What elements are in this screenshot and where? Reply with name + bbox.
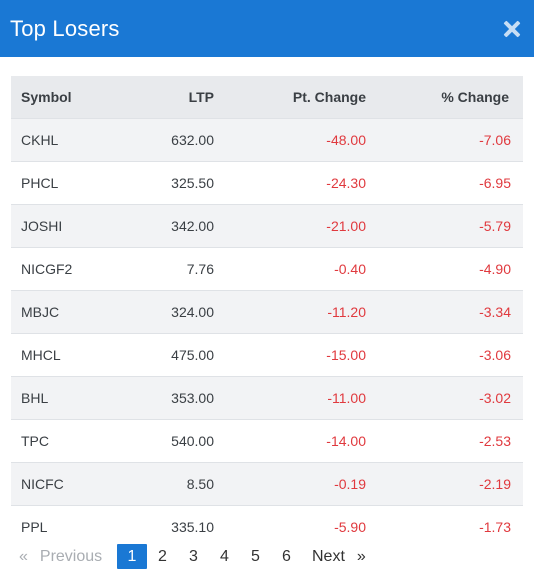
pagination: « Previous 1 2 3 4 5 6 Next » <box>11 544 366 569</box>
cell-pct-change: -2.53 <box>479 432 511 449</box>
previous-page-button[interactable]: « Previous <box>11 544 113 569</box>
page-button-1[interactable]: 1 <box>117 544 147 569</box>
cell-pt-change: -15.00 <box>326 346 366 363</box>
cell-pct-change: -3.06 <box>479 346 511 363</box>
cell-ltp: 324.00 <box>171 303 214 320</box>
cell-pct-change: -5.79 <box>479 217 511 234</box>
cell-ltp: 632.00 <box>171 131 214 148</box>
cell-ltp: 8.50 <box>186 475 214 492</box>
cell-pct-change: -2.19 <box>479 475 511 492</box>
cell-pct-change: -7.06 <box>479 131 511 148</box>
cell-pt-change: -14.00 <box>326 432 366 449</box>
cell-pt-change: -5.90 <box>334 518 366 535</box>
cell-pt-change: -0.19 <box>334 475 366 492</box>
modal-header: Top Losers <box>0 0 534 57</box>
column-header-pct-change[interactable]: % Change <box>441 88 509 105</box>
page-button-5[interactable]: 5 <box>251 547 260 565</box>
cell-pt-change: -24.30 <box>326 174 366 191</box>
close-icon[interactable] <box>499 16 525 42</box>
table-row[interactable]: PPL 335.10 -5.90 -1.73 <box>11 505 523 548</box>
table-row[interactable]: NICGF2 7.76 -0.40 -4.90 <box>11 247 523 290</box>
cell-symbol[interactable]: NICGF2 <box>21 260 73 277</box>
cell-symbol[interactable]: CKHL <box>21 131 59 148</box>
cell-pt-change: -11.00 <box>327 389 366 406</box>
table-row[interactable]: MHCL 475.00 -15.00 -3.06 <box>11 333 523 376</box>
cell-ltp: 342.00 <box>171 217 214 234</box>
cell-ltp: 7.76 <box>186 260 214 277</box>
next-label: Next <box>312 547 345 565</box>
page-button-3[interactable]: 3 <box>189 547 198 565</box>
table-header-row: Symbol LTP Pt. Change % Change <box>11 76 523 118</box>
page-button-4[interactable]: 4 <box>220 547 229 565</box>
cell-pct-change: -3.02 <box>479 389 511 406</box>
cell-pct-change: -4.90 <box>479 260 511 277</box>
column-header-ltp[interactable]: LTP <box>188 88 214 105</box>
table-row[interactable]: BHL 353.00 -11.00 -3.02 <box>11 376 523 419</box>
cell-ltp: 325.50 <box>171 174 214 191</box>
losers-table: Symbol LTP Pt. Change % Change CKHL 632.… <box>11 76 523 548</box>
page-button-6[interactable]: 6 <box>282 547 291 565</box>
column-header-pt-change[interactable]: Pt. Change <box>292 88 366 105</box>
cell-ltp: 475.00 <box>171 346 214 363</box>
table-row[interactable]: MBJC 324.00 -11.20 -3.34 <box>11 290 523 333</box>
cell-symbol[interactable]: PPL <box>21 518 48 535</box>
cell-symbol[interactable]: MHCL <box>21 346 61 363</box>
cell-ltp: 353.00 <box>171 389 214 406</box>
cell-pt-change: -0.40 <box>334 260 366 277</box>
previous-label: Previous <box>39 547 103 565</box>
cell-symbol[interactable]: PHCL <box>21 174 59 191</box>
cell-ltp: 540.00 <box>171 432 214 449</box>
table-row[interactable]: JOSHI 342.00 -21.00 -5.79 <box>11 204 523 247</box>
cell-pct-change: -1.73 <box>479 518 511 535</box>
table-header: Symbol LTP Pt. Change % Change <box>11 76 523 118</box>
cell-symbol[interactable]: TPC <box>21 432 49 449</box>
modal-title: Top Losers <box>10 15 120 41</box>
next-page-button[interactable]: Next » <box>312 544 366 569</box>
page-button-2[interactable]: 2 <box>158 547 167 565</box>
losers-table-container: Symbol LTP Pt. Change % Change CKHL 632.… <box>11 76 523 548</box>
cell-pt-change: -11.20 <box>327 303 366 320</box>
cell-symbol[interactable]: BHL <box>21 389 49 406</box>
cell-ltp: 335.10 <box>171 518 214 535</box>
cell-pct-change: -6.95 <box>479 174 511 191</box>
table-row[interactable]: PHCL 325.50 -24.30 -6.95 <box>11 161 523 204</box>
cell-symbol[interactable]: NICFC <box>21 475 64 492</box>
cell-pct-change: -3.34 <box>479 303 511 320</box>
previous-arrow-icon: « <box>19 547 28 565</box>
table-row[interactable]: NICFC 8.50 -0.19 -2.19 <box>11 462 523 505</box>
cell-pt-change: -48.00 <box>326 131 366 148</box>
next-arrow-icon: » <box>356 547 366 565</box>
column-header-symbol[interactable]: Symbol <box>21 88 72 105</box>
cell-symbol[interactable]: MBJC <box>21 303 60 320</box>
table-body: CKHL 632.00 -48.00 -7.06 PHCL 325.50 -24… <box>11 118 523 548</box>
cell-symbol[interactable]: JOSHI <box>21 217 63 234</box>
cell-pt-change: -21.00 <box>326 217 366 234</box>
table-row[interactable]: CKHL 632.00 -48.00 -7.06 <box>11 118 523 161</box>
table-row[interactable]: TPC 540.00 -14.00 -2.53 <box>11 419 523 462</box>
